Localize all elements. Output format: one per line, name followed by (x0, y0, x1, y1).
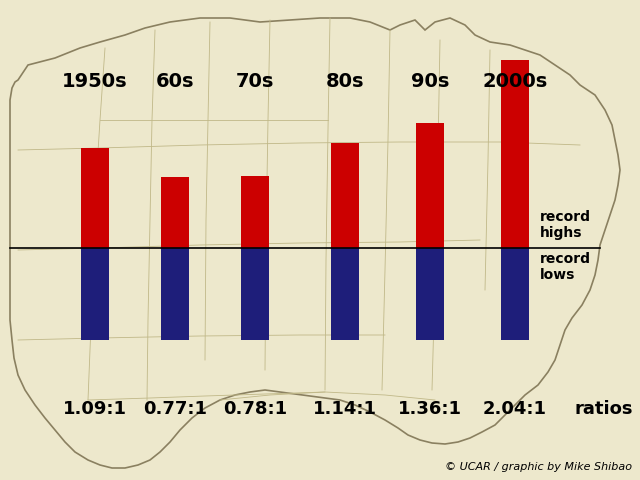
Bar (501, 60, 529, 248)
Text: record
lows: record lows (540, 252, 591, 282)
Text: 0.78:1: 0.78:1 (223, 400, 287, 418)
Text: 1950s: 1950s (62, 72, 128, 91)
Bar (331, 143, 359, 248)
Text: 0.77:1: 0.77:1 (143, 400, 207, 418)
Polygon shape (10, 18, 620, 468)
Bar (501, 248, 529, 340)
Bar (241, 248, 269, 340)
Text: 1.14:1: 1.14:1 (313, 400, 377, 418)
Text: 1.09:1: 1.09:1 (63, 400, 127, 418)
Text: 2000s: 2000s (483, 72, 548, 91)
Bar (416, 248, 444, 340)
Text: 60s: 60s (156, 72, 195, 91)
Bar (161, 177, 189, 248)
Bar (331, 248, 359, 340)
Bar (81, 248, 109, 340)
Bar (161, 248, 189, 340)
Text: © UCAR / graphic by Mike Shibao: © UCAR / graphic by Mike Shibao (445, 462, 632, 472)
Bar (416, 123, 444, 248)
Text: 2.04:1: 2.04:1 (483, 400, 547, 418)
Text: record
highs: record highs (540, 210, 591, 240)
Bar (241, 176, 269, 248)
Text: 1.36:1: 1.36:1 (398, 400, 462, 418)
Text: 80s: 80s (326, 72, 364, 91)
Text: ratios: ratios (575, 400, 634, 418)
Text: 90s: 90s (411, 72, 449, 91)
Bar (81, 148, 109, 248)
Text: 70s: 70s (236, 72, 274, 91)
